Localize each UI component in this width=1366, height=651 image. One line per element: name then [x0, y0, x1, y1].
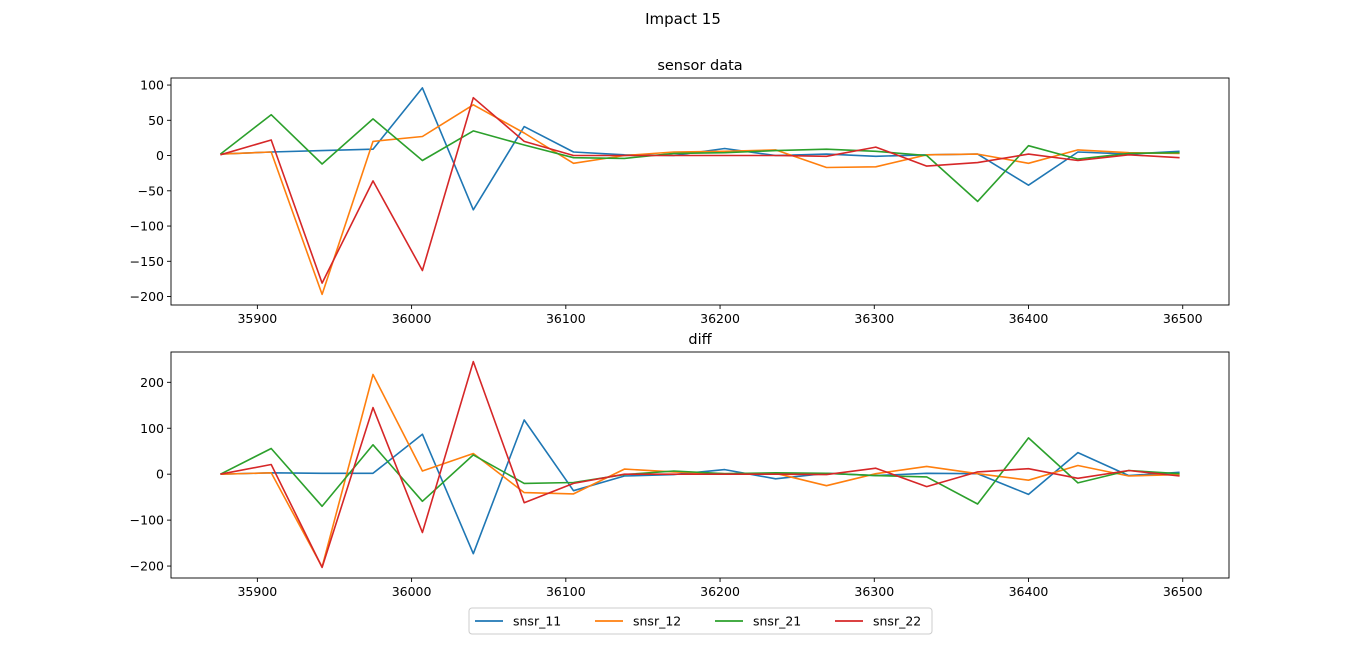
- chart-1-ytick-label: 50: [148, 113, 164, 128]
- chart-1-ytick-label: −100: [130, 219, 164, 234]
- chart-1-xtick-label: 36300: [854, 311, 894, 326]
- legend-label-snsr_12: snsr_12: [633, 614, 681, 629]
- chart-1-xtick-label: 36200: [700, 311, 740, 326]
- chart-1-series-snsr_21: [219, 113, 1180, 203]
- chart-1-series-snsr_11: [220, 87, 1180, 211]
- chart-1-xtick-label: 36500: [1163, 311, 1203, 326]
- chart-2-ytick-label: 100: [140, 421, 164, 436]
- chart-2-xtick-label: 36000: [392, 584, 432, 599]
- chart-2-xtick-label: 36100: [546, 584, 586, 599]
- figure-title: Impact 15: [645, 10, 721, 28]
- chart-2-ytick-label: −200: [130, 559, 164, 574]
- chart-1-ytick-label: −50: [138, 183, 164, 198]
- legend-label-snsr_11: snsr_11: [513, 614, 561, 629]
- chart-2-xtick-label: 35900: [237, 584, 277, 599]
- chart-2-xtick-label: 36200: [700, 584, 740, 599]
- chart-2-xtick-label: 36400: [1009, 584, 1049, 599]
- chart-1-plot-frame: [170, 77, 1230, 306]
- chart-1-ytick-label: 100: [140, 78, 164, 93]
- chart-1-ytick-label: −200: [130, 289, 164, 304]
- chart-1-xtick-label: 35900: [237, 311, 277, 326]
- chart-1-ytick-label: 0: [156, 148, 164, 163]
- chart-1-series-snsr_22: [220, 96, 1180, 284]
- chart-2-xtick-label: 36300: [854, 584, 894, 599]
- legend-box: [468, 607, 933, 635]
- chart-2-title: diff: [688, 332, 712, 348]
- legend-label-snsr_22: snsr_22: [873, 614, 921, 629]
- chart-2-xtick-label: 36500: [1163, 584, 1203, 599]
- chart-2-ytick-label: 200: [140, 375, 164, 390]
- chart-1-xtick-label: 36400: [1009, 311, 1049, 326]
- chart-2-series-snsr_22: [220, 360, 1180, 569]
- chart-2-series-snsr_11: [220, 419, 1180, 555]
- legend-label-snsr_21: snsr_21: [753, 614, 801, 629]
- chart-1-xtick-label: 36100: [546, 311, 586, 326]
- chart-1-ytick-label: −150: [130, 254, 164, 269]
- chart-2-ytick-label: −100: [130, 513, 164, 528]
- chart-1-title: sensor data: [657, 58, 742, 74]
- chart-2-plot-frame: [170, 351, 1230, 579]
- chart-2-series-snsr_21: [220, 437, 1180, 508]
- chart-2-ytick-label: 0: [156, 467, 164, 482]
- chart-1-xtick-label: 36000: [392, 311, 432, 326]
- chart-1-series-snsr_12: [220, 104, 1180, 296]
